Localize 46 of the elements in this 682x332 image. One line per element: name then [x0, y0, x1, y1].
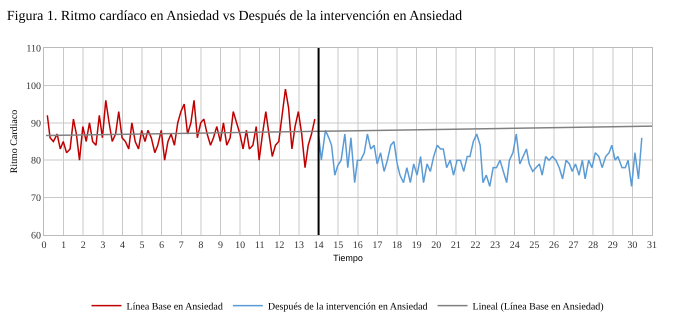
x-tick-label: 7 [178, 240, 184, 251]
legend-label: Después de la intervención en Ansiedad [268, 302, 428, 312]
x-tick-label: 31 [647, 240, 657, 251]
x-tick-label: 26 [548, 240, 559, 251]
x-tick-label: 28 [588, 240, 598, 251]
line-series [46, 88, 316, 168]
x-tick-label: 10 [235, 240, 246, 251]
x-axis-title: Tiempo [333, 252, 363, 263]
x-tick-label: 23 [490, 240, 500, 251]
x-tick-label: 4 [120, 240, 125, 251]
y-axis-title: Ritmo Cardiaco [9, 110, 20, 174]
x-tick-label: 17 [372, 240, 382, 251]
x-tick-label: 2 [80, 240, 86, 251]
x-tick-label: 13 [294, 240, 304, 251]
line-series [318, 130, 643, 188]
legend-label: Línea Base en Ansiedad [126, 302, 223, 312]
x-tick-label: 20 [431, 240, 442, 251]
x-tick-label: 30 [627, 240, 638, 251]
chart-title: Figura 1. Ritmo cardíaco en Ansiedad vs Después de la intervención en Ansiedad [6, 8, 462, 24]
x-tick-label: 21 [450, 240, 461, 251]
y-tick-label: 90 [31, 118, 41, 130]
x-tick-label: 24 [510, 240, 520, 251]
y-tick-label: 110 [26, 44, 41, 54]
x-tick-label: 16 [352, 240, 363, 251]
x-tick-label: 14 [314, 240, 324, 251]
x-tick-label: 27 [568, 240, 579, 251]
x-tick-label: 29 [608, 240, 618, 251]
x-tick-label: 5 [140, 240, 145, 251]
y-tick-label: 60 [31, 230, 41, 242]
x-tick-label: 8 [198, 240, 204, 251]
x-tick-label: 6 [159, 240, 164, 251]
x-tick-label: 9 [218, 240, 224, 251]
x-tick-label: 19 [412, 240, 422, 251]
y-tick-label: 80 [31, 156, 41, 167]
y-tick-label: 100 [26, 80, 41, 92]
y-tick-label: 70 [31, 193, 41, 204]
x-tick-label: 15 [333, 240, 344, 251]
x-tick-label: 3 [100, 240, 106, 251]
x-tick-label: 1 [61, 240, 66, 251]
legend-label: Lineal (Línea Base en Ansiedad) [472, 302, 604, 312]
x-tick-label: 0 [42, 240, 46, 251]
x-tick-label: 11 [254, 240, 265, 251]
x-tick-label: 22 [470, 240, 480, 251]
x-tick-label: 12 [274, 240, 284, 251]
x-tick-label: 25 [529, 240, 540, 251]
x-tick-label: 18 [392, 240, 402, 251]
